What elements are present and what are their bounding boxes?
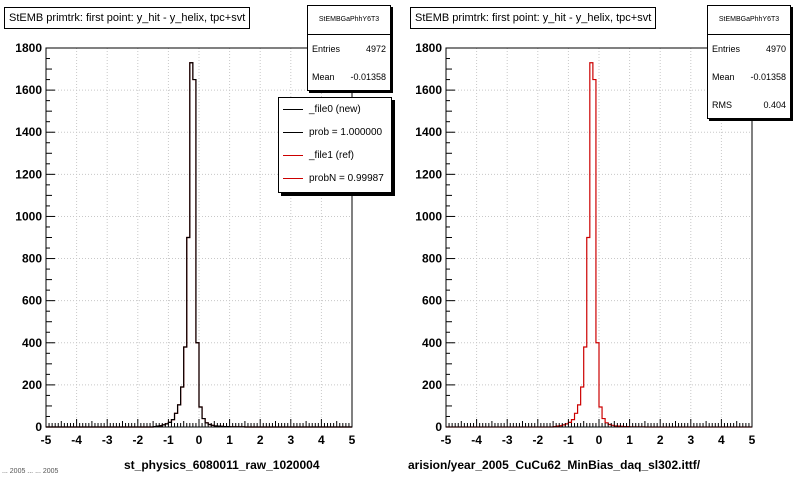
y-tick-label: 1400 (15, 125, 42, 139)
legend-label: _file0 (new) (309, 104, 361, 115)
stats-value: 0.404 (763, 100, 786, 110)
legend-label: probN = 0.99987 (309, 173, 384, 184)
stats-label: Mean (712, 72, 735, 82)
legend-line-marker (283, 155, 303, 156)
right-stats-box: StEMBGaPhhY6T3 Entries 4970 Mean -0.0135… (707, 5, 791, 119)
x-tick-label: 3 (687, 433, 694, 447)
y-tick-label: 0 (435, 420, 442, 434)
x-tick-label: -5 (441, 433, 452, 447)
x-tick-label: 5 (749, 433, 756, 447)
y-tick-label: 800 (22, 252, 42, 266)
y-tick-label: 200 (22, 378, 42, 392)
right-stats-mean-row: Mean -0.01358 (708, 63, 790, 91)
x-tick-label: 3 (287, 433, 294, 447)
left-stats-mean-row: Mean -0.01358 (308, 63, 390, 91)
y-tick-label: 1000 (15, 209, 42, 223)
right-histogram-pad: -5 -4 -3 -2 -1 0 1 2 3 4 5 0 200 400 600 800 1000 1200 140… (400, 0, 800, 480)
x-tick-label: 5 (349, 433, 356, 447)
y-tick-label: 600 (422, 294, 442, 308)
left-stats-entries-row: Entries 4972 (308, 35, 390, 63)
x-tick-label: -5 (41, 433, 52, 447)
legend-line-marker (283, 109, 303, 110)
y-tick-label: 200 (422, 378, 442, 392)
stats-value: -0.01358 (350, 72, 386, 82)
x-tick-label: -4 (471, 433, 482, 447)
y-tick-label: 1600 (15, 83, 42, 97)
y-tick-label: 1200 (415, 167, 442, 181)
stats-value: 4972 (365, 44, 386, 54)
y-tick-label: 1200 (15, 167, 42, 181)
x-tick-label: -1 (163, 433, 174, 447)
stats-value: 4970 (765, 44, 786, 54)
x-tick-label: 1 (226, 433, 233, 447)
stats-label: Entries (712, 44, 741, 54)
legend-entry: probN = 0.99987 (279, 167, 391, 190)
x-tick-label: 1 (626, 433, 633, 447)
stats-value: -0.01358 (750, 72, 786, 82)
y-tick-label: 1800 (15, 41, 42, 55)
x-tick-label: -1 (563, 433, 574, 447)
left-histogram-title: StEMB primtrk: first point: y_hit - y_he… (4, 7, 251, 29)
legend-entry: prob = 1.000000 (279, 121, 391, 144)
y-tick-label: 600 (22, 294, 42, 308)
x-tick-label: 4 (718, 433, 725, 447)
y-tick-label: 1400 (415, 125, 442, 139)
y-tick-label: 400 (422, 336, 442, 350)
y-tick-label: 800 (422, 252, 442, 266)
x-tick-label: 4 (318, 433, 325, 447)
left-stats-name: StEMBGaPhhY6T3 (308, 6, 390, 35)
left-stats-box: StEMBGaPhhY6T3 Entries 4972 Mean -0.0135… (307, 5, 391, 91)
legend-label: _file1 (ref) (309, 150, 355, 161)
right-histogram-title: StEMB primtrk: first point: y_hit - y_he… (410, 7, 657, 29)
legend-entry: _file0 (new) (279, 98, 391, 121)
legend-line-marker (283, 132, 303, 133)
stats-label: Entries (312, 44, 341, 54)
stats-label: Mean (312, 72, 335, 82)
x-tick-label: -2 (532, 433, 543, 447)
stats-label: RMS (712, 100, 732, 110)
x-tick-label: -4 (71, 433, 82, 447)
x-tick-label: 2 (257, 433, 264, 447)
right-stats-rms-row: RMS 0.404 (708, 91, 790, 119)
legend-line-marker (283, 178, 303, 179)
x-tick-label: 2 (657, 433, 664, 447)
y-tick-label: 0 (35, 420, 42, 434)
left-histogram-pad: -5 -4 -3 -2 -1 0 1 2 3 4 5 0 200 400 600 800 1000 1200 140… (4, 5, 392, 472)
left-legend: _file0 (new) prob = 1.000000 _file1 (ref… (278, 97, 392, 193)
y-tick-label: 1800 (415, 41, 442, 55)
legend-label: prob = 1.000000 (309, 127, 383, 138)
y-tick-label: 1600 (415, 83, 442, 97)
y-tick-label: 1000 (415, 209, 442, 223)
x-tick-label: -3 (102, 433, 113, 447)
x-tick-label: -3 (502, 433, 513, 447)
x-tick-label: 0 (196, 433, 203, 447)
right-stats-name: StEMBGaPhhY6T3 (708, 6, 790, 35)
x-tick-label: -2 (132, 433, 143, 447)
y-tick-label: 400 (22, 336, 42, 350)
legend-entry: _file1 (ref) (279, 144, 391, 167)
left-x-axis-caption: st_physics_6080011_raw_1020004 (124, 458, 320, 472)
footer-note: ... 2005 ... ... 2005 (2, 468, 59, 475)
right-stats-entries-row: Entries 4970 (708, 35, 790, 63)
x-tick-label: 0 (596, 433, 603, 447)
right-x-axis-caption: arision/year_2005_CuCu62_MinBias_daq_sl3… (408, 458, 701, 472)
